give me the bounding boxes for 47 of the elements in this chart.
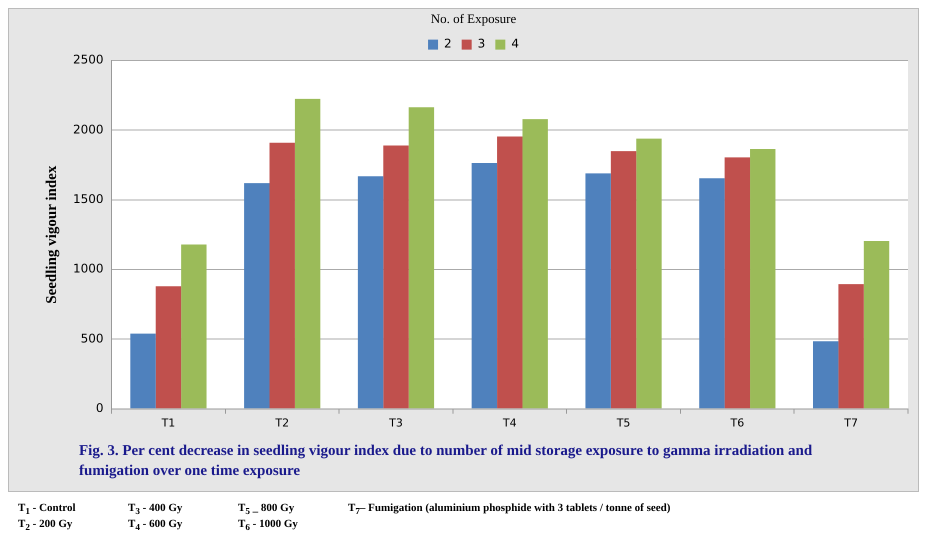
bar bbox=[383, 146, 409, 408]
bar bbox=[497, 136, 522, 408]
text: T$_{1}$ - Control bbox=[18, 502, 77, 518]
x-tick-label: T3 bbox=[388, 416, 403, 430]
bar bbox=[270, 142, 295, 408]
text: T$_{5}$ _ 800 Gy bbox=[238, 502, 296, 518]
y-tick-label: 0 bbox=[96, 400, 104, 415]
bar bbox=[838, 284, 864, 408]
x-tick-label: T6 bbox=[729, 416, 744, 430]
bar bbox=[294, 98, 320, 408]
text: T$_{4}$ - 600 Gy bbox=[128, 518, 184, 534]
text: T$_{7}$– Fumigation (aluminium phosphide with 3 tablets / tonne of seed) bbox=[348, 502, 672, 518]
bar bbox=[522, 119, 548, 408]
bar bbox=[181, 244, 207, 408]
legend-label: 3 bbox=[478, 36, 486, 51]
y-tick-label: 2000 bbox=[72, 122, 104, 136]
bar bbox=[408, 107, 434, 408]
bar bbox=[864, 240, 890, 408]
bar bbox=[699, 178, 725, 408]
bar bbox=[244, 183, 270, 408]
text: T$_{2}$ - 200 Gy bbox=[18, 518, 74, 534]
text: Fig. 3. Per cent decrease in seedling vigour index due to number of mid storage exposure to gamma irradiation and fumigation over one time exposure bbox=[78, 442, 814, 481]
bar bbox=[636, 138, 662, 408]
y-tick-label: 1500 bbox=[72, 192, 104, 206]
x-tick-label: T5 bbox=[616, 416, 630, 430]
y-tick-label: 500 bbox=[80, 331, 104, 346]
bar bbox=[358, 176, 384, 408]
legend-label: 2 bbox=[444, 36, 452, 51]
bar bbox=[130, 334, 156, 408]
bar bbox=[750, 149, 776, 408]
bar bbox=[472, 162, 498, 408]
bar bbox=[156, 286, 182, 408]
bar bbox=[724, 157, 750, 408]
x-tick-label: T4 bbox=[502, 416, 517, 430]
legend-title: No. of Exposure bbox=[430, 10, 517, 26]
text: T$_{6}$ - 1000 Gy bbox=[238, 518, 299, 534]
text: T$_{3}$ - 400 Gy bbox=[128, 502, 184, 518]
legend-label: 4 bbox=[511, 36, 519, 51]
bar bbox=[585, 173, 611, 408]
x-tick-label: T1 bbox=[160, 416, 176, 430]
y-tick-label: 2500 bbox=[72, 52, 104, 67]
x-tick-label: T2 bbox=[274, 416, 290, 430]
bar bbox=[610, 151, 636, 408]
y-tick-label: 1000 bbox=[72, 262, 104, 276]
bar bbox=[812, 341, 838, 408]
y-axis-title: Seedling vigour index bbox=[44, 165, 60, 304]
x-tick-label: T7 bbox=[843, 416, 858, 430]
